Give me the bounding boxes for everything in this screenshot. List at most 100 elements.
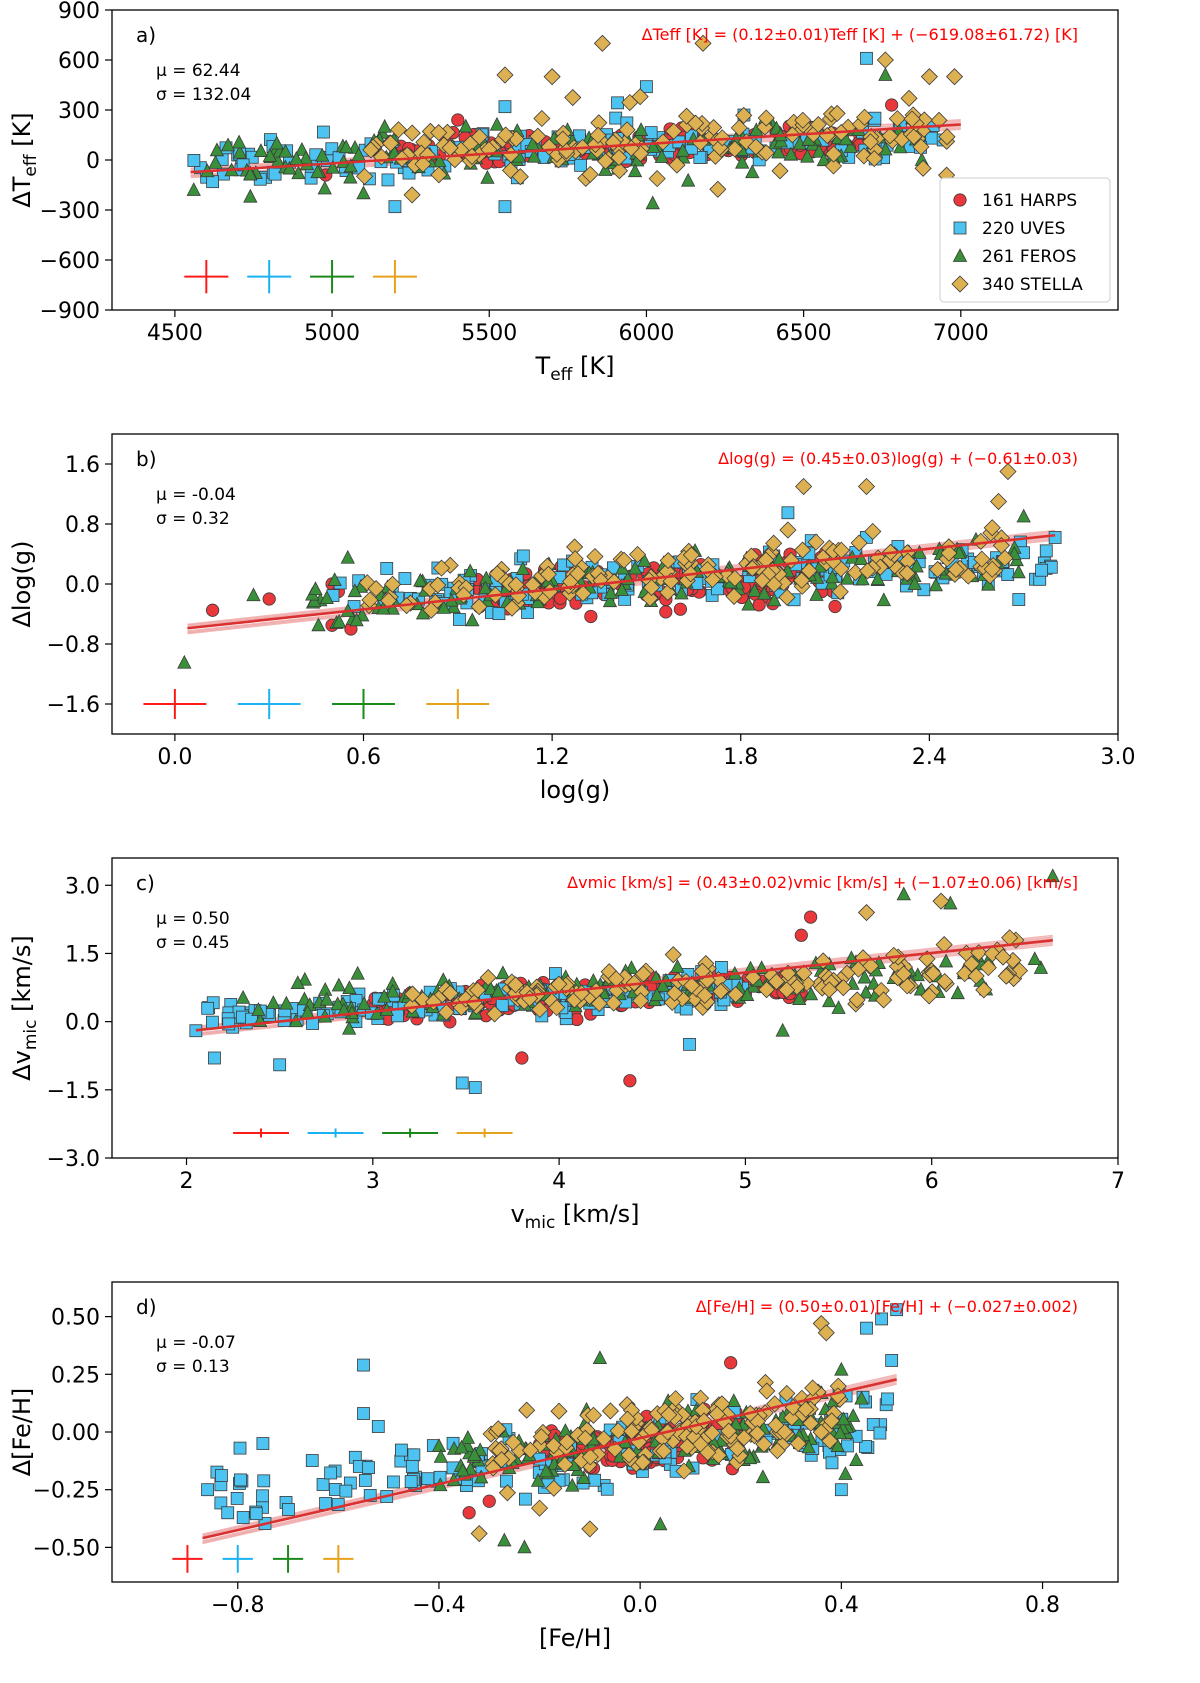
y-tick-label: 0.00 [51,1421,100,1446]
uves-point [873,1426,887,1440]
feros-point [347,583,363,598]
feros-point [342,980,357,995]
feros-point [467,1447,482,1461]
x-axis-label: log(g) [540,776,611,804]
stella-point [708,1405,726,1423]
uves-point [319,1497,333,1510]
feros-point [177,654,192,669]
fit-equation: Δlog(g) = (0.45±0.03)log(g) + (−0.61±0.0… [718,449,1078,468]
feros-point [742,1450,758,1465]
feros-point [331,613,347,628]
sigma-value: σ = 0.45 [156,933,230,953]
error-bar-harps [233,1128,289,1138]
stella-point [668,156,686,174]
uves-point [187,154,201,167]
stella-point [665,122,683,140]
stella-point [938,128,956,146]
stella-point [696,986,714,1004]
feros-point [231,134,247,149]
stella-point [659,551,677,570]
stella-point [511,168,529,186]
feros-point [526,148,542,163]
x-tick-label: 4500 [147,321,203,346]
feros-point [649,987,665,1002]
stella-point [828,104,846,122]
stella-point [486,1005,504,1023]
stella-point [757,109,775,127]
fit-line [195,938,1053,1032]
stella-point [422,601,440,619]
feros-point [327,572,342,586]
stella-point [975,981,993,999]
stella-point [489,1420,507,1438]
stella-point [778,1384,796,1403]
uves-point [1048,531,1062,544]
feros-point [858,984,874,999]
stella-point [648,170,666,188]
stella-point [631,88,649,106]
uves-point [881,1392,894,1406]
uves-point [214,1496,228,1510]
feros-point [912,544,927,559]
stella-point [895,965,913,983]
panel-d: −0.8 −0.4 0.0 0.4 0.8 0.50 0.25 0.00 −0.25 −0.50 [… [8,1281,1119,1652]
y-axis-label-main: Δv [8,1050,36,1081]
stella-point [529,127,547,145]
stella-point [831,583,849,601]
feros-point [1011,564,1026,579]
feros-point [235,989,251,1004]
feros-point [831,1000,846,1014]
feros-point [854,1390,869,1405]
stella-point [945,68,964,86]
feros-point [455,1462,470,1477]
feros-point [1027,951,1042,966]
x-tick-label: 2 [180,1169,194,1194]
legend-marker-stella [951,275,969,293]
stella-point [545,1437,563,1455]
y-tick-label: −0.8 [47,633,100,658]
stella-point [930,111,948,129]
stella-point [675,1462,693,1480]
feros-point [279,995,294,1010]
x-tick-label: 5000 [304,321,360,346]
y-axis-label-main: ΔT [8,176,36,207]
feros-point [246,587,261,602]
stella-point [989,492,1008,511]
uves-point [201,1483,214,1497]
stella-point [641,589,659,607]
feros-point [208,154,223,169]
stella-point [898,564,916,582]
stella-point [725,587,743,605]
feros-point [356,996,372,1010]
y-axis-label: ΔTeff [K] [8,112,41,207]
stella-point [936,973,954,991]
series-stella [356,34,964,204]
harps-point [262,592,276,606]
x-tick-label: 6000 [618,321,674,346]
stella-point [610,148,628,167]
stella-point [753,572,771,590]
uves-point [233,1441,247,1455]
feros-point [654,149,669,163]
stella-point [795,964,813,982]
uves-point [492,607,506,621]
stella-point [383,575,402,593]
uves-point [221,1506,235,1520]
feros-point [454,1439,469,1454]
feros-point [1045,868,1060,883]
uves-point [256,1437,270,1450]
uves-point [1039,544,1053,558]
feros-point [792,991,807,1005]
feros-point [319,991,334,1006]
legend-box [939,177,1111,303]
feros-point [343,158,358,173]
uves-point [859,1440,872,1453]
y-tick-label: −1.5 [47,1079,100,1104]
stella-point [997,967,1015,985]
harps-point [206,603,220,617]
feros-point [220,137,236,152]
feros-point [747,582,762,597]
stella-point [735,106,753,124]
stella-point [994,948,1012,966]
